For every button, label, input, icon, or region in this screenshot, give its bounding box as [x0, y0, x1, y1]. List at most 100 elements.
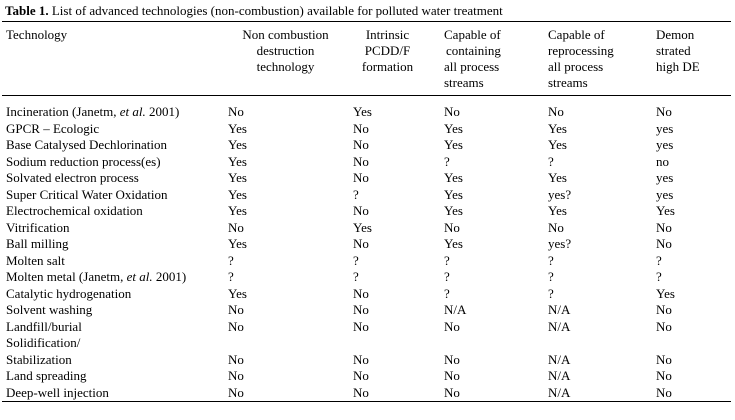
value-cell: ? [444, 269, 450, 284]
header-line: reprocessing [548, 43, 614, 58]
technology-cell: Land spreading [6, 368, 87, 383]
value-cell: No [656, 318, 672, 334]
header-line: all process [548, 59, 604, 74]
table-row: Molten salt????? [0, 253, 735, 270]
value-cell: No [228, 104, 244, 119]
technology-cell: Deep-well injection [6, 384, 109, 400]
top-rule [2, 21, 731, 22]
value-cell: yes [656, 137, 674, 152]
value-cell: ? [228, 252, 234, 268]
table-row: Sodium reduction process(es) Yes No?? no [0, 154, 735, 171]
table-caption-label: Table 1. [5, 3, 49, 18]
value-cell: Yes [444, 236, 463, 251]
value-cell: yes [656, 186, 674, 202]
table-row: Stabilization No No No N/A No [0, 352, 735, 369]
header-rule [2, 95, 731, 96]
technology-cell: Catalytic hydrogenation [6, 285, 132, 301]
value-cell: ? [444, 153, 450, 169]
value-cell: No [353, 137, 369, 152]
header-technology-line: Technology [6, 27, 68, 42]
value-cell: Yes [228, 120, 247, 136]
header-line: strated [656, 43, 691, 58]
technology-cell: Super Critical Water Oxidation [6, 186, 168, 202]
value-cell: N/A [548, 384, 571, 400]
value-cell: Yes [444, 203, 463, 218]
value-cell: yes? [548, 186, 572, 202]
value-cell: No [444, 368, 460, 383]
value-cell: Yes [548, 120, 567, 136]
value-cell: no [656, 153, 669, 169]
citation-etal: et al. [126, 269, 153, 284]
value-cell: No [656, 104, 672, 119]
header-line: Capable of [444, 27, 501, 42]
value-cell: No [656, 384, 672, 400]
header-line: PCDD/F [364, 43, 411, 58]
value-cell: N/A [548, 302, 571, 317]
value-cell: No [548, 104, 564, 119]
table-row: Super Critical Water Oxidation Yes? Yes yes… [0, 187, 735, 204]
technology-cell: Solidification/ [6, 335, 81, 350]
table-row: Solvent washing No No N/A N/A No [0, 302, 735, 319]
header-line: formation [361, 59, 414, 74]
value-cell: ? [444, 285, 450, 301]
table-row: GPCR – Ecologic Yes No Yes Yes yes [0, 121, 735, 138]
table-caption-text: List of advanced technologies (non-combu… [48, 3, 503, 18]
value-cell: No [656, 351, 672, 367]
value-cell: Yes [228, 236, 247, 251]
header-line: Non combustion [242, 27, 329, 42]
value-cell: yes [656, 170, 674, 185]
value-cell: Yes [444, 120, 463, 136]
technology-cell: Sodium reduction process(es) [6, 153, 161, 169]
value-cell: Yes [228, 203, 247, 218]
bottom-rule [2, 401, 731, 402]
value-cell: Yes [228, 285, 247, 301]
value-cell: Yes [353, 219, 372, 235]
table-row: Deep-well injection No No No N/A No [0, 385, 735, 402]
value-cell: yes? [548, 236, 572, 251]
value-cell: Yes [548, 203, 567, 218]
table-row: Molten metal (Janetm, et al. 2001)????? [0, 269, 735, 286]
header-line: technology [256, 59, 315, 74]
header-line: destruction [256, 43, 315, 58]
value-cell: ? [444, 252, 450, 268]
value-cell: N/A [548, 318, 571, 334]
technology-cell: Base Catalysed Dechlorination [6, 137, 168, 152]
value-cell: Yes [444, 186, 463, 202]
value-cell: N/A [444, 302, 467, 317]
value-cell: ? [353, 269, 359, 284]
value-cell: Yes [548, 170, 567, 185]
value-cell: Yes [548, 137, 567, 152]
technology-cell: GPCR – Ecologic [6, 120, 100, 136]
technology-cell: Vitrification [6, 219, 70, 235]
value-cell: ? [656, 269, 662, 284]
value-cell: No [353, 351, 369, 367]
table-row: Electrochemical oxidation Yes No Yes Yes Yes [0, 203, 735, 220]
table-row: Incineration (Janetm, et al. 2001) No Yes N… [0, 104, 735, 121]
value-cell: Yes [444, 137, 463, 152]
value-cell: No [353, 120, 369, 136]
technology-cell: Solvated electron process [6, 170, 139, 185]
header-reprocessing: Capable of reprocessing all process stre… [548, 27, 648, 91]
value-cell: yes [656, 120, 674, 136]
technology-cell: Incineration (Janetm, et al. 2001) [6, 104, 180, 119]
table-row: Solidification/ [0, 335, 735, 352]
value-cell: Yes [353, 104, 372, 119]
header-line: containing [446, 43, 501, 58]
technology-cell: Molten metal (Janetm, et al. 2001) [6, 269, 187, 284]
value-cell: N/A [548, 351, 571, 367]
value-cell: No [353, 384, 369, 400]
value-cell: N/A [548, 368, 571, 383]
value-cell: ? [353, 186, 359, 202]
value-cell: No [656, 236, 672, 251]
value-cell: No [444, 351, 460, 367]
value-cell: No [228, 384, 244, 400]
value-cell: No [656, 368, 672, 383]
table-row: Ball milling Yes No Yes yes? No [0, 236, 735, 253]
value-cell: No [353, 236, 369, 251]
table-caption: Table 1. List of advanced technologies (… [5, 3, 503, 19]
value-cell: ? [548, 252, 554, 268]
technology-cell: Molten salt [6, 252, 65, 268]
technology-cell: Electrochemical oxidation [6, 203, 143, 218]
value-cell: No [228, 219, 244, 235]
table-row: Solvated electron process Yes No Yes Yes yes [0, 170, 735, 187]
